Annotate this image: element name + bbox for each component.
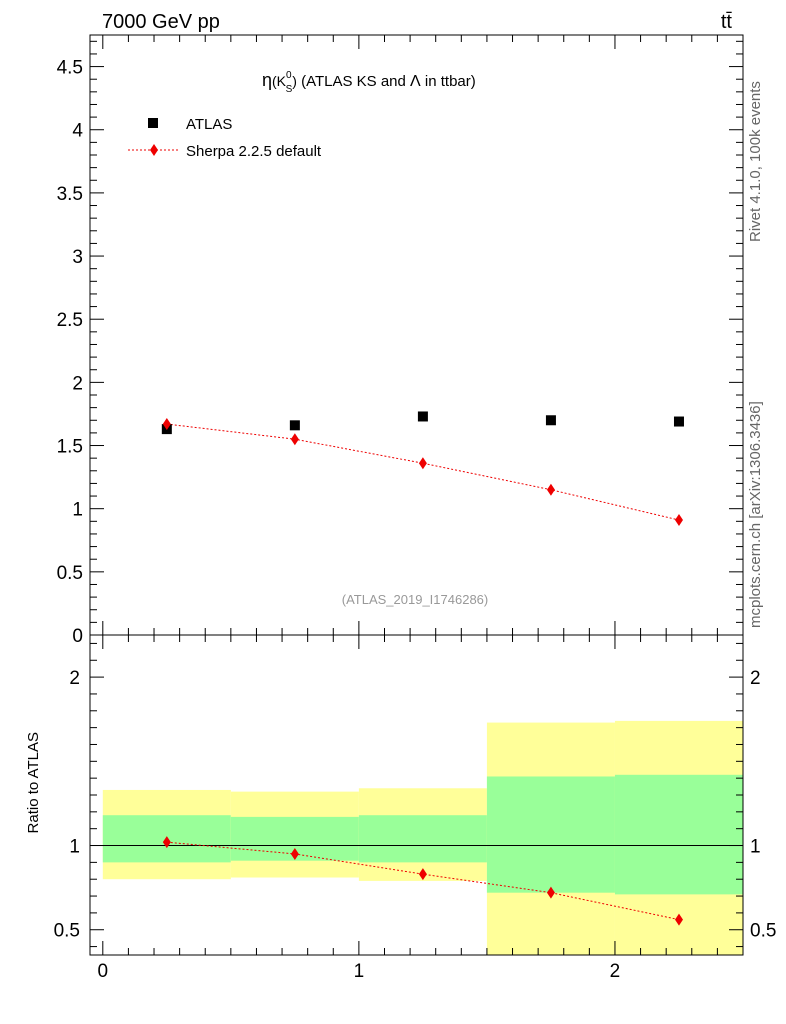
ratio-y-tick-label: 0.5	[54, 921, 80, 942]
ratio-axis-ticks	[90, 635, 744, 955]
ratio-x-tick-label: 0	[98, 961, 109, 982]
ratio-y-tick-label-right: 2	[750, 668, 761, 689]
ratio-x-tick-labels: 0 1 2	[98, 961, 621, 982]
ratio-x-tick-label: 1	[354, 961, 365, 982]
process-label: tt̄	[721, 11, 733, 33]
legend-atlas-marker	[148, 118, 158, 128]
mc-point	[418, 457, 427, 470]
main-data-marks	[161, 411, 684, 527]
main-y-tick-label: 3.5	[57, 184, 83, 205]
title-eta: η	[262, 70, 272, 90]
title-tail: in ttbar)	[421, 73, 476, 90]
ratio-uncertainty-bands	[102, 720, 743, 955]
rivet-version-label: Rivet 4.1.0, 100k events	[747, 81, 764, 242]
main-panel-frame	[89, 34, 744, 636]
main-y-tick-label: 0	[72, 626, 83, 647]
atlas-point	[289, 420, 300, 431]
atlas-point	[545, 415, 556, 426]
ratio-inner-band	[358, 815, 487, 863]
main-y-tick-label: 4.5	[57, 58, 83, 79]
main-axis-ticks	[90, 35, 744, 636]
mc-point	[674, 514, 683, 527]
ratio-mc-point	[290, 847, 299, 860]
mc-point	[162, 418, 171, 431]
main-y-tick-labels: 0 0.5 1 1.5 2 2.5 3 3.5 4 4.5	[57, 58, 84, 647]
title-close: )	[292, 73, 297, 89]
atlas-point	[417, 411, 428, 422]
ratio-mc-line	[166, 841, 680, 921]
main-y-tick-label: 3	[72, 247, 83, 268]
analysis-tag: (ATLAS_2019_I1746286)	[342, 592, 488, 607]
legend-mc-label: Sherpa 2.2.5 default	[186, 143, 322, 160]
ratio-mc-point	[418, 868, 427, 881]
ratio-y-tick-label: 1	[69, 837, 80, 858]
mcplots-reference-label: mcplots.cern.ch [arXiv:1306.3436]	[747, 401, 764, 628]
ratio-y-tick-labels: 0.5 0.5 1 1 2 2	[54, 668, 777, 942]
legend: ATLAS Sherpa 2.2.5 default	[128, 116, 322, 160]
title-sub: S	[286, 84, 293, 95]
ratio-y-tick-label: 2	[69, 668, 80, 689]
ratio-y-tick-label-right: 0.5	[750, 921, 776, 942]
main-y-tick-label: 0.5	[57, 563, 83, 584]
mc-point	[290, 433, 299, 446]
main-y-tick-label: 4	[72, 121, 83, 142]
beam-energy-label: 7000 GeV pp	[102, 11, 220, 33]
main-y-tick-label: 2.5	[57, 310, 83, 331]
ratio-mc-point	[162, 836, 171, 849]
main-y-tick-label: 1.5	[57, 437, 83, 458]
ratio-data-marks	[162, 836, 683, 926]
ratio-y-axis-label: Ratio to ATLAS	[25, 732, 42, 833]
ratio-mc-point	[674, 913, 683, 926]
atlas-point	[673, 416, 684, 427]
ratio-x-tick-label: 2	[610, 961, 621, 982]
mc-point	[546, 483, 555, 496]
title-lambda: Λ	[410, 73, 421, 90]
legend-atlas-label: ATLAS	[186, 116, 232, 133]
legend-mc-marker	[150, 144, 158, 156]
main-y-tick-label: 2	[72, 373, 83, 394]
ratio-inner-band	[486, 776, 615, 893]
mc-line	[166, 423, 680, 521]
title-rest: (ATLAS KS and	[297, 73, 410, 90]
ratio-panel: 0.5 0.5 1 1 2 2 0 1 2 Ratio to ATLAS	[25, 634, 777, 982]
ratio-inner-band	[614, 774, 743, 895]
ratio-mc-point	[546, 886, 555, 899]
title-sup: 0	[286, 70, 292, 81]
ratio-y-tick-label-right: 1	[750, 837, 761, 858]
main-y-tick-label: 1	[72, 500, 83, 521]
plot-title: η(K0 S) (ATLAS KS and Λ in ttbar)	[262, 70, 476, 95]
title-open: (K	[272, 73, 287, 89]
main-panel: 00.511.522.533.544.5 η(K0 S) (ATLAS KS an…	[57, 34, 744, 647]
